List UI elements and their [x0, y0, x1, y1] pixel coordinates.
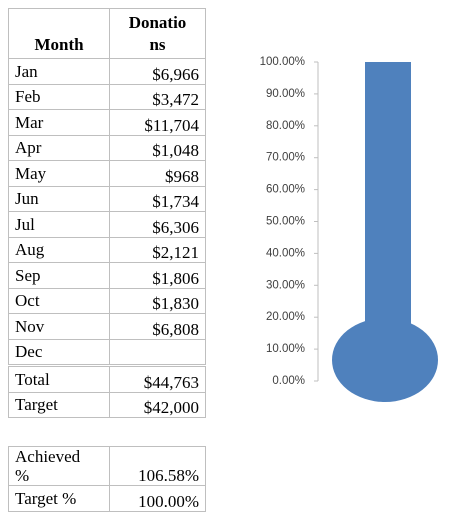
table-cell: $1,734: [109, 185, 206, 212]
table-cell: $1,830: [109, 287, 206, 314]
y-tick-label: 70.00%: [266, 152, 305, 164]
table-cell: $6,306: [109, 211, 206, 238]
y-tick-label: 10.00%: [266, 343, 305, 355]
table-cell: Aug: [8, 236, 110, 263]
summary-label-text: Achieved %: [15, 447, 81, 485]
table-row: Target $42,000: [8, 391, 206, 418]
header-row: Month Donations: [8, 8, 206, 59]
header-cell: Donations: [109, 8, 206, 59]
y-tick-label: 20.00%: [266, 311, 305, 323]
y-tick-label: 0.00%: [272, 375, 305, 387]
summary-value: 106.58%: [109, 446, 206, 486]
table-cell: $6,966: [109, 58, 206, 85]
donations-table: Month Donations Jan $6,966 Feb $3,472 Mar $11,7…: [8, 8, 206, 418]
y-tick-label: 100.00%: [260, 56, 305, 68]
table-row: Jan $6,966: [8, 58, 206, 85]
table-row: Jul $6,306: [8, 211, 206, 238]
table-row: May $968: [8, 160, 206, 187]
table-row: Total $44,763: [8, 364, 206, 393]
table-row: Sep $1,806: [8, 262, 206, 289]
summary-label-text: Target %: [15, 488, 77, 508]
table-cell: $1,806: [109, 262, 206, 289]
header-text: Donations: [128, 13, 187, 54]
table-row: Nov $6,808: [8, 313, 206, 340]
header-text: Month: [34, 35, 84, 54]
summary-value: 100.00%: [109, 485, 206, 512]
summary-row: Achieved % 106.58%: [8, 446, 206, 486]
table-cell: $968: [109, 160, 206, 187]
header-cell: Month: [8, 8, 110, 59]
y-tick-label: 60.00%: [266, 184, 305, 196]
y-tick-label: 80.00%: [266, 120, 305, 132]
table-cell: May: [8, 160, 110, 187]
table-cell: $42,000: [109, 391, 206, 418]
table-cell: Sep: [8, 262, 110, 289]
y-tick-label: 40.00%: [266, 247, 305, 259]
y-tick-label: 30.00%: [266, 279, 305, 291]
y-tick-label: 50.00%: [266, 216, 305, 228]
table-cell: Target: [8, 391, 110, 418]
y-tick-label: 90.00%: [266, 88, 305, 100]
table-cell: $1,048: [109, 134, 206, 161]
table-cell: Mar: [8, 109, 110, 136]
table-cell: Total: [8, 364, 110, 393]
table-cell: Dec: [8, 338, 110, 366]
table-row: Mar $11,704: [8, 109, 206, 136]
summary-row: Target % 100.00%: [8, 485, 206, 512]
table-cell: $11,704: [109, 109, 206, 136]
table-row: Feb $3,472: [8, 83, 206, 110]
thermometer-bar: [365, 62, 411, 382]
summary-label: Achieved %: [8, 446, 110, 486]
summary-table: Achieved % 106.58% Target % 100.00%: [8, 446, 206, 512]
table-cell: Jan: [8, 58, 110, 85]
summary-label: Target %: [8, 485, 110, 512]
table-cell: $44,763: [109, 364, 206, 393]
